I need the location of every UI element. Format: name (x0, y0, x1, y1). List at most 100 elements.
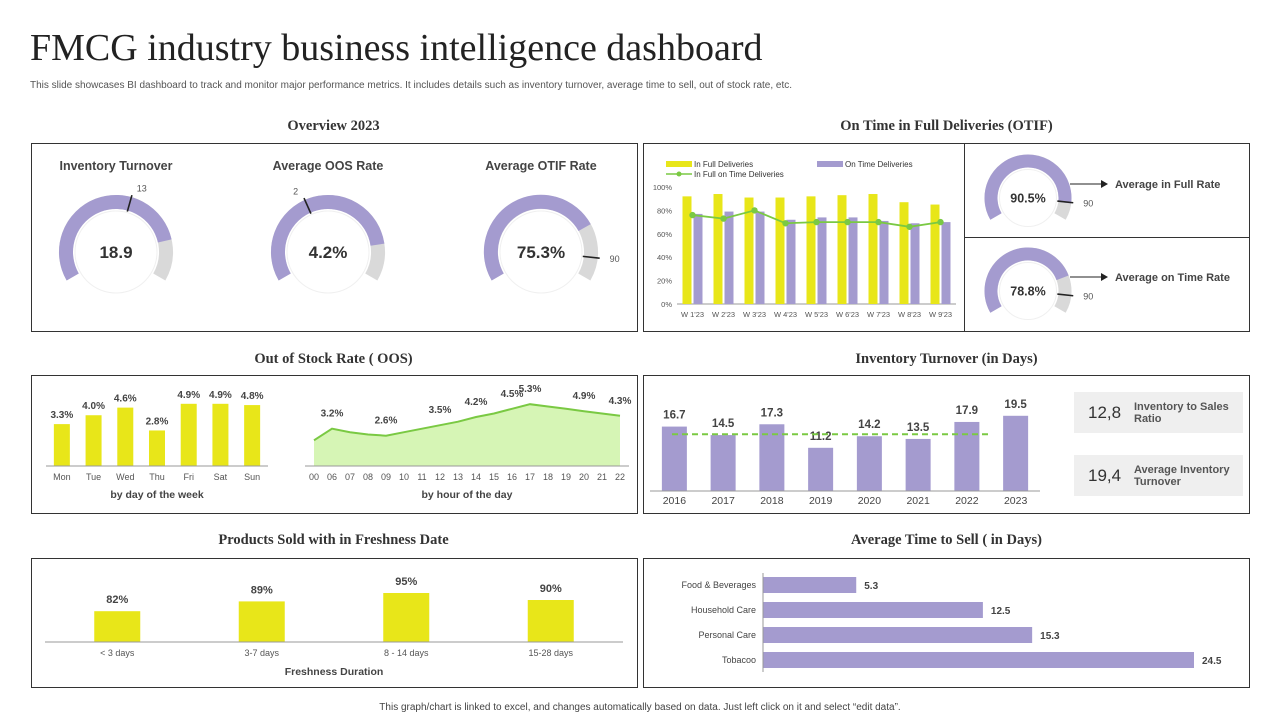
data-label: 13.5 (907, 422, 930, 434)
legend-label: In Full Deliveries (694, 160, 753, 169)
data-label: 14.2 (858, 419, 880, 431)
data-label: 4.5% (501, 389, 524, 400)
bar (763, 627, 1033, 643)
y-tick-label: 20% (657, 277, 672, 286)
bar-on-time (693, 213, 703, 304)
chart-title: by day of the week (110, 489, 204, 501)
otif-rate-gauge-target-label: 90 (1083, 198, 1093, 208)
legend-swatch (817, 161, 843, 167)
x-tick-label: < 3 days (100, 648, 135, 658)
gauge-title: Average OTIF Rate (485, 159, 596, 173)
x-tick-label: 07 (345, 472, 355, 482)
data-label: 14.5 (712, 418, 735, 430)
x-tick-label: W 4'23 (774, 310, 797, 319)
x-tick-label: 06 (327, 472, 337, 482)
data-label: 4.9% (209, 390, 232, 401)
data-label: 15.3 (1040, 631, 1060, 642)
legend-swatch (676, 171, 682, 177)
bar-on-time (786, 219, 796, 304)
x-tick-label: 2022 (955, 495, 979, 507)
x-tick-label: 00 (309, 472, 319, 482)
x-tick-label: 14 (471, 472, 481, 482)
x-tick-label: W 5'23 (805, 310, 828, 319)
overview-gauge-target-label: 2 (293, 187, 298, 197)
bar-in-full (682, 196, 692, 304)
overview-gauge-target-label: 90 (610, 254, 620, 264)
bar (212, 403, 229, 466)
overview-gauge-value-label: 18.9 (99, 243, 132, 262)
x-tick-label: 2019 (809, 495, 833, 507)
section-title-time-to-sell: Average Time to Sell ( in Days) (851, 532, 1042, 548)
otif-panel: In Full Deliveries On Time Deliveries In F… (643, 143, 1250, 332)
data-label: 12.5 (991, 606, 1011, 617)
y-tick-label: 40% (657, 253, 672, 262)
bar-in-full (930, 204, 940, 304)
gauge-title: Average on Time Rate (1115, 272, 1230, 284)
point-in-full-on-time (844, 218, 851, 226)
bar-on-time (879, 220, 889, 304)
overview-gauge-value-arc (59, 195, 172, 281)
point-in-full-on-time (906, 223, 913, 230)
bar (808, 447, 834, 491)
overview-gauge-inner (286, 210, 370, 294)
x-tick-label: 09 (381, 472, 391, 482)
x-tick-label: 2021 (906, 495, 930, 507)
bar (94, 611, 141, 642)
otif-rate-gauge-value-label: 90.5% (1010, 192, 1045, 206)
data-label: 3.2% (321, 409, 344, 420)
bar-in-full (868, 194, 878, 304)
x-tick-label: Fri (183, 472, 194, 482)
point-in-full-on-time (813, 218, 820, 226)
overview-gauge-target-marker (126, 194, 133, 212)
oos-panel: 3.3% Mon 4.0% Tue 4.6% Wed 2.8% Thu 4.9% Fri 4.9% S… (31, 375, 638, 514)
x-tick-label: W 8'23 (898, 310, 921, 319)
x-tick-label: 11 (417, 472, 426, 482)
bar (53, 424, 70, 466)
x-tick-label: 2023 (1004, 495, 1028, 507)
arrow-head (1101, 273, 1108, 281)
x-tick-label: W 9'23 (929, 310, 952, 319)
x-tick-label: 2017 (711, 495, 735, 507)
x-tick-label: W 6'23 (836, 310, 859, 319)
point-in-full-on-time (720, 215, 727, 222)
otif-rate-gauge-inner (999, 262, 1057, 320)
bar-on-time (724, 211, 734, 304)
bar (527, 600, 574, 642)
otif-rate-gauge-target-label: 90 (1083, 291, 1093, 301)
bar (954, 421, 980, 491)
data-label: 17.3 (761, 407, 783, 419)
x-tick-label: 22 (615, 472, 625, 482)
x-tick-label: 20 (579, 472, 589, 482)
freshness-chart: 82% < 3 days 89% 3-7 days 95% 8 - 14 days 90% 1… (45, 576, 623, 678)
data-label: 4.8% (241, 391, 264, 402)
x-tick-label: Tue (86, 472, 101, 482)
data-label: 5.3% (519, 384, 542, 395)
data-label: 4.0% (82, 401, 105, 412)
oos-by-day-chart: 3.3% Mon 4.0% Tue 4.6% Wed 2.8% Thu 4.9% Fri 4.9% S… (46, 390, 268, 501)
bar (85, 415, 102, 466)
bar (244, 405, 261, 466)
kpi-inventory-sales-ratio: 12,8 Inventory to Sales Ratio (1074, 392, 1243, 433)
overview-gauge-value-label: 75.3% (517, 243, 565, 262)
otif-rate-gauge-target-marker (1057, 293, 1074, 297)
section-title-otif: On Time in Full Deliveries (OTIF) (840, 118, 1053, 134)
bar-in-full (775, 197, 785, 304)
page-title: FMCG industry business intelligence dash… (30, 27, 763, 69)
x-axis-title: Freshness Duration (285, 666, 384, 678)
overview-gauge-value-arc (483, 194, 591, 281)
inventory-turnover-chart: 16.7 2016 14.5 2017 17.3 2018 11.2 2019 14.2 2020… (650, 399, 1040, 507)
x-tick-label: 10 (399, 472, 409, 482)
x-tick-label: 2018 (760, 495, 784, 507)
bar (238, 601, 285, 642)
x-tick-label: 16 (507, 472, 517, 482)
otif-rate-gauges-chart: 90 90.5% Average in Full Rate 90 78.8% Averag… (984, 154, 1230, 320)
x-tick-label: W 1'23 (681, 310, 704, 319)
bar (1003, 415, 1029, 491)
data-label: 95% (395, 576, 417, 588)
data-label: 3.5% (429, 405, 452, 416)
y-tick-label: Personal Care (698, 630, 756, 640)
x-tick-label: 2020 (858, 495, 882, 507)
bar (180, 403, 197, 466)
bar (661, 426, 687, 491)
point-in-full-on-time (937, 218, 944, 226)
